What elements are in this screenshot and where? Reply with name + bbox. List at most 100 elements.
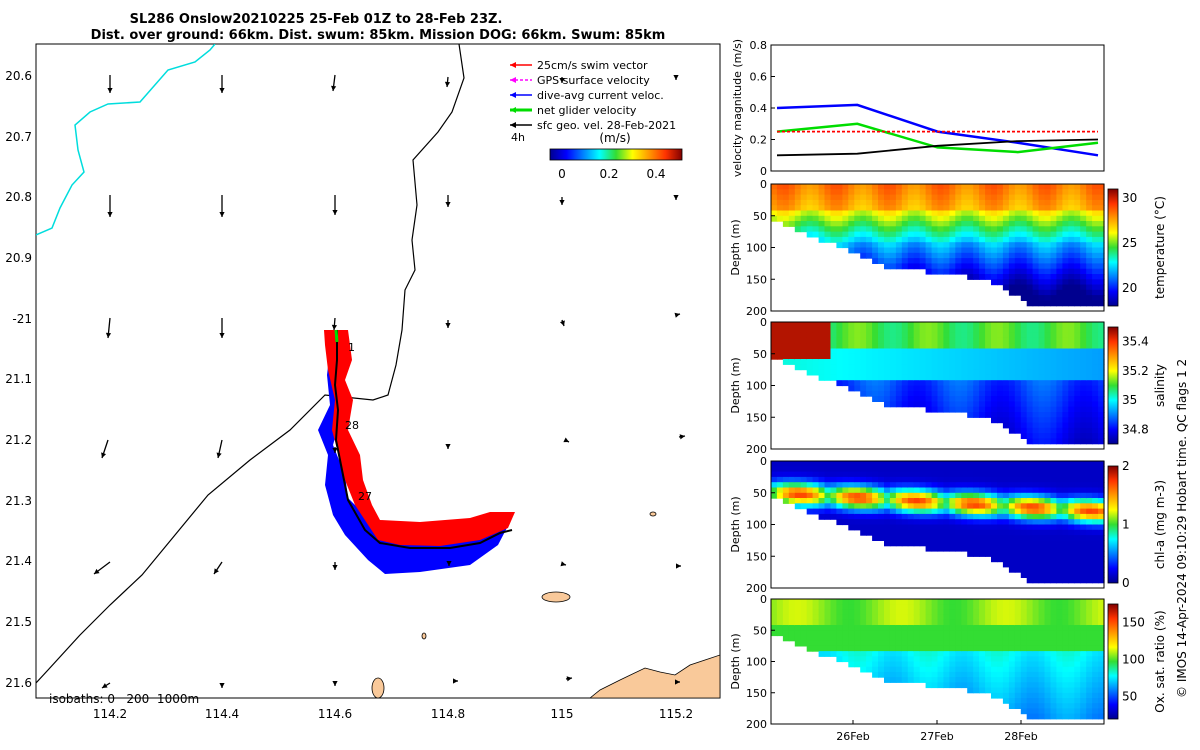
section-cell	[860, 252, 867, 259]
section-cell	[872, 619, 879, 626]
section-cell	[806, 645, 814, 652]
section-cell	[907, 671, 915, 678]
section-cell	[985, 242, 992, 249]
section-cell	[1074, 199, 1081, 206]
section-cell	[878, 651, 885, 657]
section-cell	[979, 519, 986, 526]
section-cell	[919, 635, 927, 642]
section-cell	[842, 210, 849, 217]
section-cell	[782, 189, 790, 196]
section-cell	[1086, 289, 1093, 296]
section-cell	[1014, 692, 1022, 699]
section-cell	[1008, 343, 1016, 350]
section-cell	[812, 498, 820, 504]
section-cell	[1080, 556, 1087, 563]
section-cell	[1080, 604, 1087, 610]
section-cell	[997, 487, 1004, 494]
section-cell	[901, 348, 909, 355]
section-cell	[842, 640, 849, 647]
section-cell	[979, 236, 986, 243]
section-cell	[800, 184, 808, 190]
section-cell	[901, 630, 909, 637]
section-cell	[818, 327, 826, 334]
section-cell	[866, 640, 873, 647]
section-cell	[1062, 343, 1069, 350]
section-cell	[1044, 661, 1051, 668]
section-cell	[1086, 682, 1093, 689]
section-cell	[919, 385, 927, 392]
section-cell	[776, 348, 784, 355]
section-cell	[991, 519, 998, 526]
section-cell	[943, 236, 950, 243]
section-cell	[824, 466, 831, 473]
section-cell	[1092, 577, 1099, 584]
section-cell	[1002, 396, 1010, 402]
section-cell	[1020, 645, 1028, 652]
section-cell	[878, 390, 885, 397]
section-cell	[824, 348, 831, 355]
section-cell	[979, 205, 986, 212]
section-cell	[1032, 692, 1040, 699]
section-cell	[925, 471, 933, 478]
section-cell	[1008, 656, 1016, 663]
section-cell	[931, 471, 939, 478]
section-cell	[818, 461, 826, 467]
legend-arrowhead-gps	[510, 77, 516, 83]
section-cell	[788, 630, 796, 637]
section-cell	[991, 619, 998, 626]
section-cell	[961, 205, 968, 212]
section-cell	[1014, 609, 1022, 616]
section-cell	[1092, 630, 1099, 637]
section-cell	[985, 343, 992, 350]
section-cell	[985, 671, 992, 678]
section-cell	[1038, 231, 1046, 238]
section-cell	[842, 343, 849, 350]
section-cell	[1056, 417, 1063, 424]
section-cell	[1086, 561, 1093, 568]
section-cell	[991, 279, 998, 286]
section-cell	[800, 492, 808, 499]
section-cell	[925, 189, 933, 196]
section-cell	[1068, 540, 1075, 547]
section-cell	[967, 231, 974, 238]
section-cell	[1092, 189, 1099, 196]
lon-tick-label: 114.6	[318, 707, 352, 721]
section-cell	[1068, 194, 1075, 201]
section-cell	[967, 348, 974, 355]
section-cell	[949, 482, 956, 489]
section-cell	[931, 656, 939, 663]
section-cell	[794, 205, 802, 212]
sfc-geo-arrow-head	[332, 565, 338, 570]
section-cell	[973, 221, 980, 227]
section-cell	[860, 189, 867, 196]
section-cell	[1062, 599, 1069, 605]
section-cell	[1026, 519, 1034, 526]
section-cell	[872, 508, 879, 515]
section-cell	[1026, 189, 1034, 196]
section-cell	[848, 327, 855, 334]
section-cell	[925, 327, 933, 334]
section-cell	[1062, 572, 1069, 578]
section-cell	[1032, 258, 1040, 264]
section-cell	[776, 337, 784, 344]
section-cell	[1092, 258, 1099, 264]
section-cell	[1062, 503, 1069, 510]
section-cell	[985, 385, 992, 392]
section-cell	[1074, 551, 1081, 557]
section-cell	[1014, 348, 1022, 355]
section-cell	[1086, 708, 1093, 715]
section-cell	[1092, 406, 1099, 413]
section-cell	[967, 396, 974, 402]
section-cell	[895, 353, 903, 360]
section-cell	[907, 194, 915, 201]
section-cell	[884, 401, 891, 408]
section-cell	[895, 524, 903, 531]
section-cell	[955, 258, 962, 264]
section-cell	[895, 492, 903, 499]
section-cell	[800, 498, 808, 504]
section-cell	[991, 635, 998, 642]
section-cell	[979, 252, 986, 259]
section-cell	[1062, 487, 1069, 494]
section-cell	[907, 630, 915, 637]
section-cell	[830, 215, 837, 222]
